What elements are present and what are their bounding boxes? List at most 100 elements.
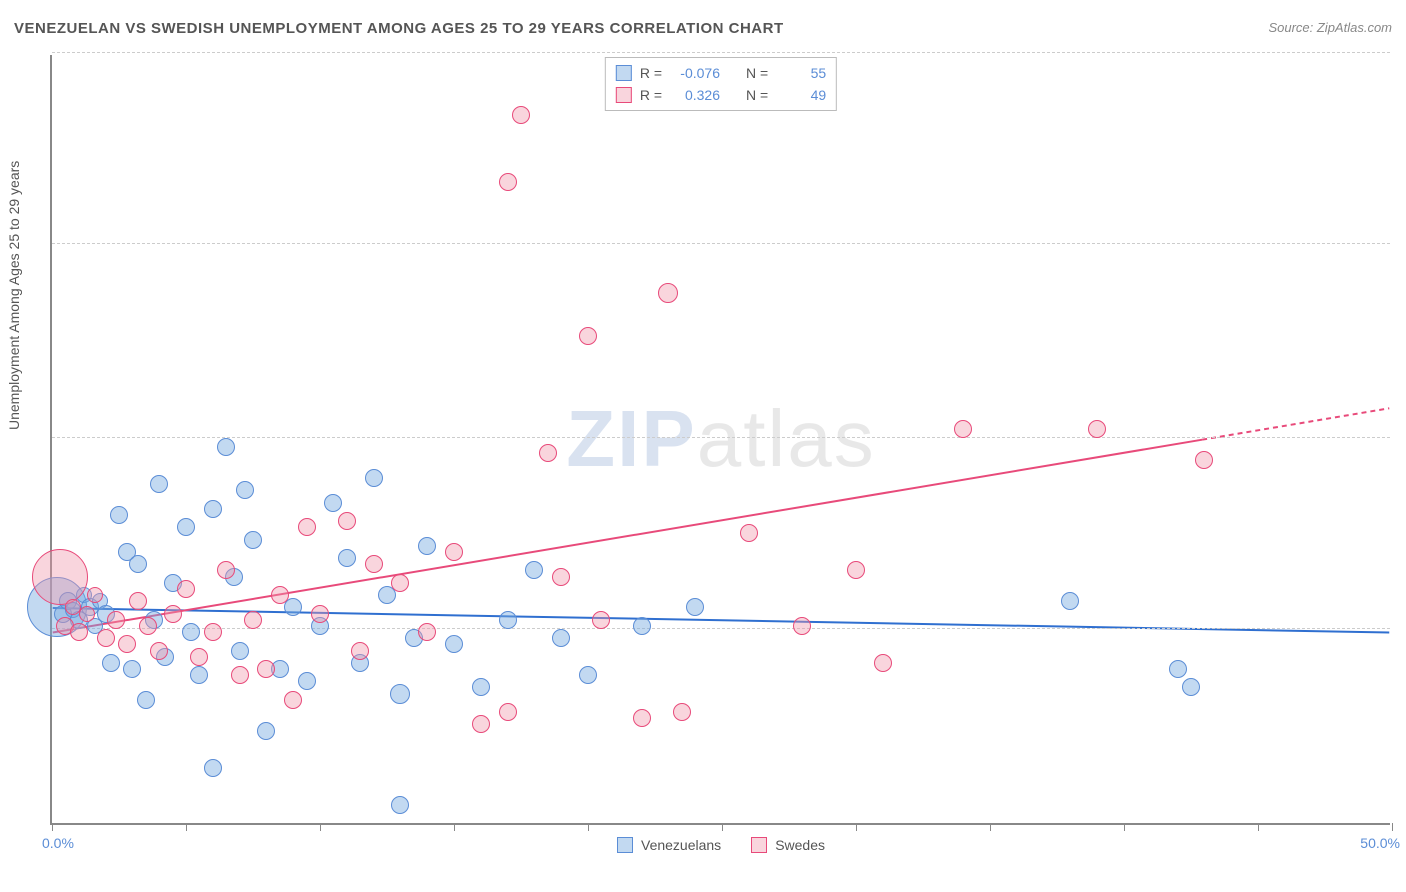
y-axis-label: Unemployment Among Ages 25 to 29 years (6, 161, 22, 430)
trend-lines (52, 55, 1390, 823)
data-point (338, 549, 356, 567)
data-point (338, 512, 356, 530)
data-point (217, 438, 235, 456)
data-point (1088, 420, 1106, 438)
data-point (418, 623, 436, 641)
data-point (579, 666, 597, 684)
correlation-legend: R =-0.076N =55R =0.326N =49 (605, 57, 837, 111)
r-value: 0.326 (670, 84, 720, 106)
data-point (1061, 592, 1079, 610)
data-point (190, 666, 208, 684)
legend-swatch (751, 837, 767, 853)
data-point (123, 660, 141, 678)
data-point (236, 481, 254, 499)
data-point (847, 561, 865, 579)
x-min-label: 0.0% (42, 835, 74, 851)
x-tick (990, 823, 991, 831)
data-point (177, 580, 195, 598)
data-point (182, 623, 200, 641)
y-tick-label: 18.8% (1395, 236, 1406, 252)
data-point (472, 678, 490, 696)
gridline (52, 52, 1390, 53)
data-point (1195, 451, 1213, 469)
gridline (52, 437, 1390, 438)
data-point (673, 703, 691, 721)
data-point (552, 568, 570, 586)
data-point (324, 494, 342, 512)
data-point (150, 475, 168, 493)
data-point (391, 574, 409, 592)
data-point (164, 605, 182, 623)
data-point (284, 598, 302, 616)
legend-item: Swedes (751, 837, 825, 853)
data-point (445, 543, 463, 561)
data-point (311, 605, 329, 623)
data-point (793, 617, 811, 635)
legend-item: Venezuelans (617, 837, 721, 853)
n-value: 49 (776, 84, 826, 106)
data-point (740, 524, 758, 542)
legend-row: R = 0.326 N = 49 (616, 84, 826, 106)
x-tick (186, 823, 187, 831)
x-tick (588, 823, 589, 831)
data-point (139, 617, 157, 635)
data-point (658, 283, 678, 303)
data-point (204, 500, 222, 518)
gridline (52, 243, 1390, 244)
data-point (70, 623, 88, 641)
data-point (592, 611, 610, 629)
n-label: N = (746, 62, 768, 84)
x-tick (722, 823, 723, 831)
data-point (365, 555, 383, 573)
data-point (298, 518, 316, 536)
r-label: R = (640, 62, 662, 84)
y-tick-label: 6.3% (1395, 621, 1406, 637)
data-point (97, 629, 115, 647)
data-point (137, 691, 155, 709)
data-point (32, 549, 88, 605)
data-point (257, 722, 275, 740)
legend-row: R =-0.076N =55 (616, 62, 826, 84)
data-point (418, 537, 436, 555)
data-point (633, 709, 651, 727)
data-point (525, 561, 543, 579)
legend-swatch (617, 837, 633, 853)
data-point (552, 629, 570, 647)
data-point (129, 555, 147, 573)
series-legend: Venezuelans Swedes (617, 837, 825, 853)
x-max-label: 50.0% (1360, 835, 1400, 851)
data-point (217, 561, 235, 579)
data-point (231, 642, 249, 660)
data-point (1182, 678, 1200, 696)
data-point (365, 469, 383, 487)
data-point (107, 611, 125, 629)
data-point (284, 691, 302, 709)
data-point (298, 672, 316, 690)
x-tick (320, 823, 321, 831)
data-point (539, 444, 557, 462)
data-point (391, 796, 409, 814)
data-point (579, 327, 597, 345)
data-point (244, 611, 262, 629)
legend-label: Swedes (775, 837, 825, 853)
data-point (954, 420, 972, 438)
data-point (231, 666, 249, 684)
data-point (271, 586, 289, 604)
legend-label: Venezuelans (641, 837, 721, 853)
data-point (445, 635, 463, 653)
data-point (1169, 660, 1187, 678)
data-point (102, 654, 120, 672)
r-value: -0.076 (670, 62, 720, 84)
legend-swatch (616, 65, 632, 81)
x-tick (454, 823, 455, 831)
data-point (472, 715, 490, 733)
data-point (351, 642, 369, 660)
legend-swatch (616, 87, 632, 103)
data-point (129, 592, 147, 610)
data-point (499, 611, 517, 629)
r-label: R = (640, 84, 662, 106)
x-tick (1258, 823, 1259, 831)
data-point (118, 635, 136, 653)
n-label: N = (746, 84, 768, 106)
data-point (177, 518, 195, 536)
